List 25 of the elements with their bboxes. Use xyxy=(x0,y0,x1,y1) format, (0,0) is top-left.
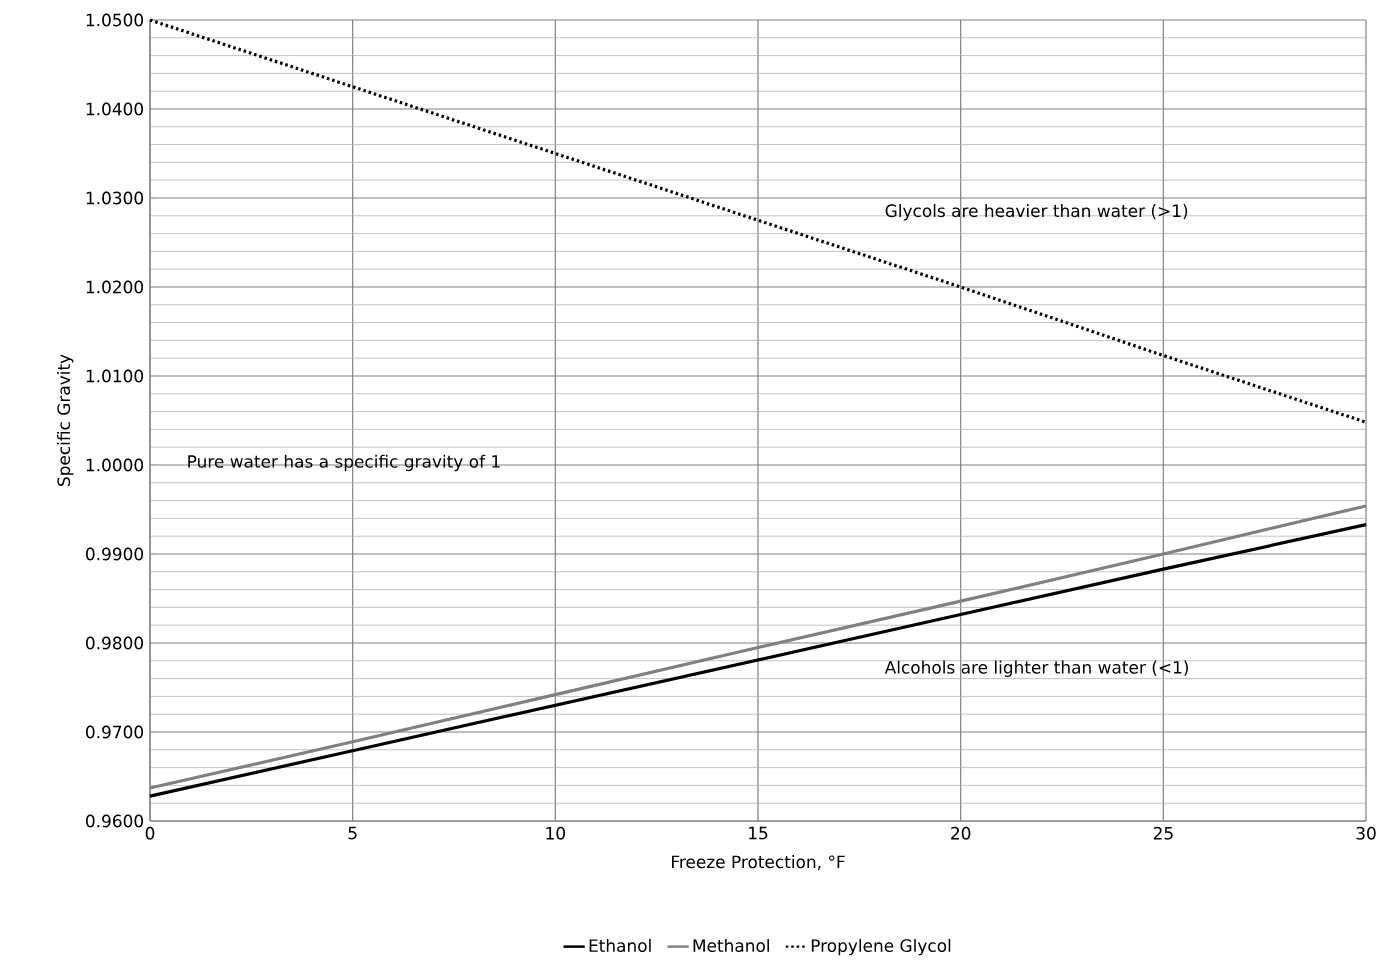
y-tick-label: 0.9900 xyxy=(86,547,144,561)
annotation: Alcohols are lighter than water (<1) xyxy=(884,660,1188,677)
x-tick-label: 30 xyxy=(1356,826,1376,840)
x-axis-title: Freeze Protection, °F xyxy=(672,855,845,870)
y-tick-label: 0.9700 xyxy=(86,725,144,739)
y-tick-label: 0.9800 xyxy=(86,636,144,650)
legend-label: Methanol xyxy=(693,938,769,953)
y-tick-label: 1.0500 xyxy=(86,13,144,27)
y-tick-label: 1.0300 xyxy=(86,191,144,205)
y-tick-label: 1.0000 xyxy=(86,458,144,472)
annotation: Glycols are heavier than water (>1) xyxy=(885,204,1188,221)
x-tick-label: 25 xyxy=(1153,826,1173,840)
x-tick-label: 5 xyxy=(348,826,357,840)
x-tick-label: 0 xyxy=(145,826,155,840)
x-tick-label: 10 xyxy=(546,826,565,840)
y-tick-label: 0.9600 xyxy=(86,814,144,828)
y-axis-title: Specific Gravity xyxy=(57,354,74,486)
y-tick-label: 1.0100 xyxy=(86,369,144,383)
legend-label: Propylene Glycol xyxy=(811,938,951,956)
x-tick-label: 20 xyxy=(951,826,971,840)
legend-label: Ethanol xyxy=(589,938,651,953)
annotation: Pure water has a specific gravity of 1 xyxy=(188,454,500,472)
y-tick-label: 1.0200 xyxy=(86,280,144,294)
x-tick-label: 15 xyxy=(749,826,768,840)
y-tick-label: 1.0400 xyxy=(86,102,144,116)
